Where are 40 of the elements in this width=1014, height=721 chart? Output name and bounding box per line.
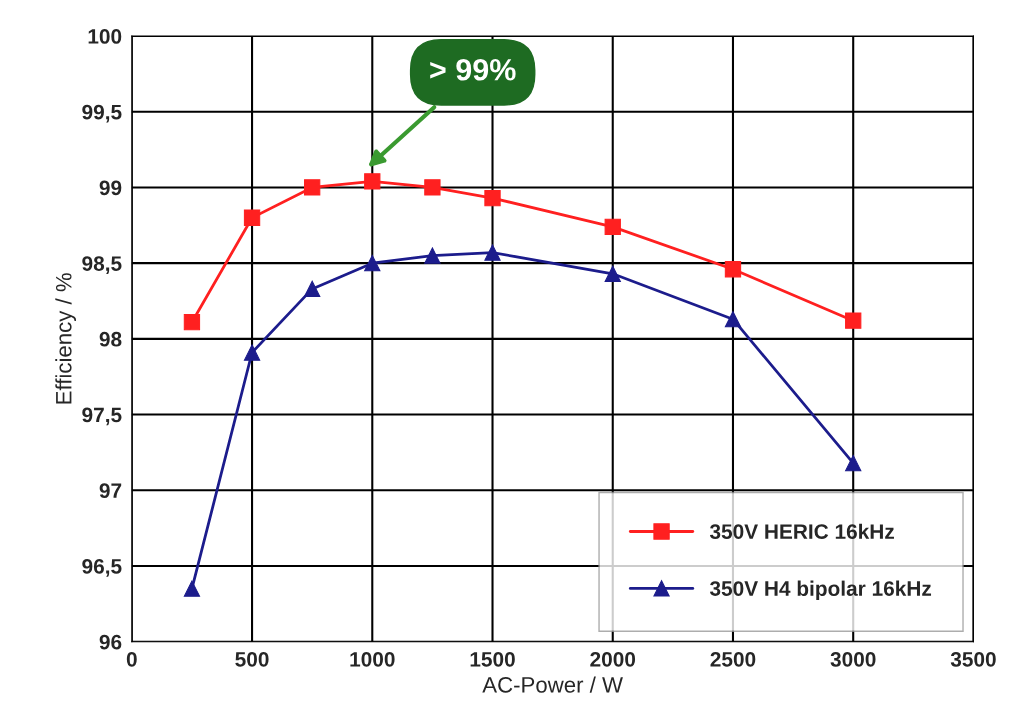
point [424,179,441,196]
y-tick-label: 99,5 [82,104,122,123]
point [183,580,201,597]
point [845,312,862,329]
y-tick-label: 96 [99,634,122,650]
y-tick-label: 99 [99,180,122,196]
point [243,209,261,226]
point [364,255,381,272]
y-tick-label: 98 [99,331,122,347]
legend-label: 350V H4 bipolar 16kHz [709,580,932,601]
y-tick-label: 97 [99,483,122,499]
point [724,311,742,328]
x-tick-label: 3500 [950,651,996,667]
point [845,454,862,472]
x-tick-label: 0 [126,651,137,667]
point [243,344,261,361]
x-tick-label: 1500 [470,651,515,667]
y-axis-title: Efficiency / % [55,273,76,404]
x-tick-label: 500 [235,651,269,667]
point [364,173,381,190]
point [304,280,321,298]
x-tick-label: 3000 [830,651,876,667]
legend-label: 350V HERIC 16kHz [709,523,894,540]
annotation: > 99% [430,58,516,81]
point [484,189,501,207]
x-tick-label: 2500 [710,651,756,667]
point [484,244,501,261]
point [604,265,621,282]
point [724,261,742,278]
point [183,314,201,331]
y-tick-label: 100 [88,29,122,44]
point [604,218,621,235]
x-tick-label: 2000 [590,651,636,667]
y-tick-label: 96,5 [82,558,122,577]
x-tick-label: 1000 [350,651,395,667]
point [304,179,321,196]
y-tick-label: 97,5 [82,407,122,426]
y-tick-label: 98,5 [82,256,122,274]
point [424,247,441,264]
x-axis-title: AC-Power / W [482,676,623,693]
